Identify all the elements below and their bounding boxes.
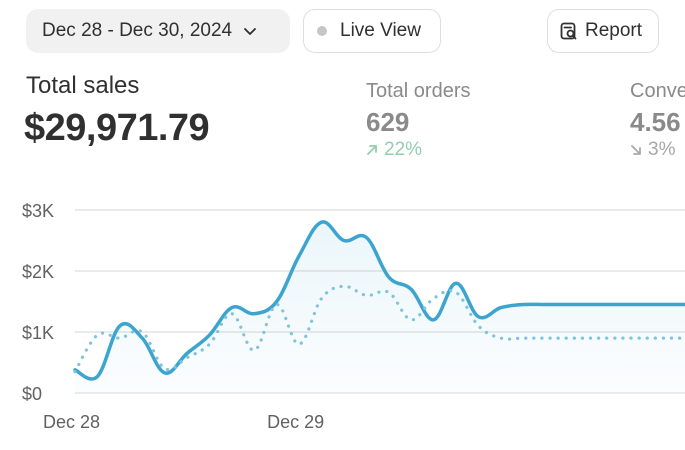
total-orders-label[interactable]: Total orders [366,80,471,102]
chevron-down-icon [244,28,257,35]
y-tick-label: $1K [22,323,54,343]
current-series-line[interactable] [73,220,685,381]
y-tick-label: $3K [22,201,54,221]
comparison-series-line[interactable] [73,284,685,374]
total-sales-label: Total sales [26,72,140,99]
conversion-change-value: 3% [648,139,676,160]
arrow-up-right-icon [367,145,377,155]
x-tick-label: Dec 29 [267,412,324,432]
live-view-button[interactable]: Live View [303,9,441,53]
sales-chart[interactable]: $0 $1K $2K $3K Dec 28 Dec 29 [0,190,685,450]
date-range-picker[interactable]: Dec 28 - Dec 30, 2024 [26,9,290,53]
current-series-area [75,222,685,393]
live-status-dot-icon [317,26,327,36]
y-tick-label: $2K [22,262,54,282]
report-label: Report [585,20,643,41]
date-range-label: Dec 28 - Dec 30, 2024 [42,20,233,41]
arrow-down-right-icon [631,145,641,155]
conversion-value: 4.56 [630,107,681,137]
y-tick-label: $0 [22,384,42,404]
total-sales-value: $29,971.79 [24,107,210,149]
live-view-label: Live View [340,20,421,41]
x-tick-label: Dec 28 [43,412,100,432]
report-search-icon [560,22,577,40]
report-button[interactable]: Report [547,9,659,53]
total-orders-value: 629 [366,107,410,137]
conversion-change: 3% [630,139,675,161]
total-orders-change: 22% [366,139,422,161]
total-orders-change-value: 22% [384,139,423,160]
conversion-label[interactable]: Conve [630,80,685,102]
